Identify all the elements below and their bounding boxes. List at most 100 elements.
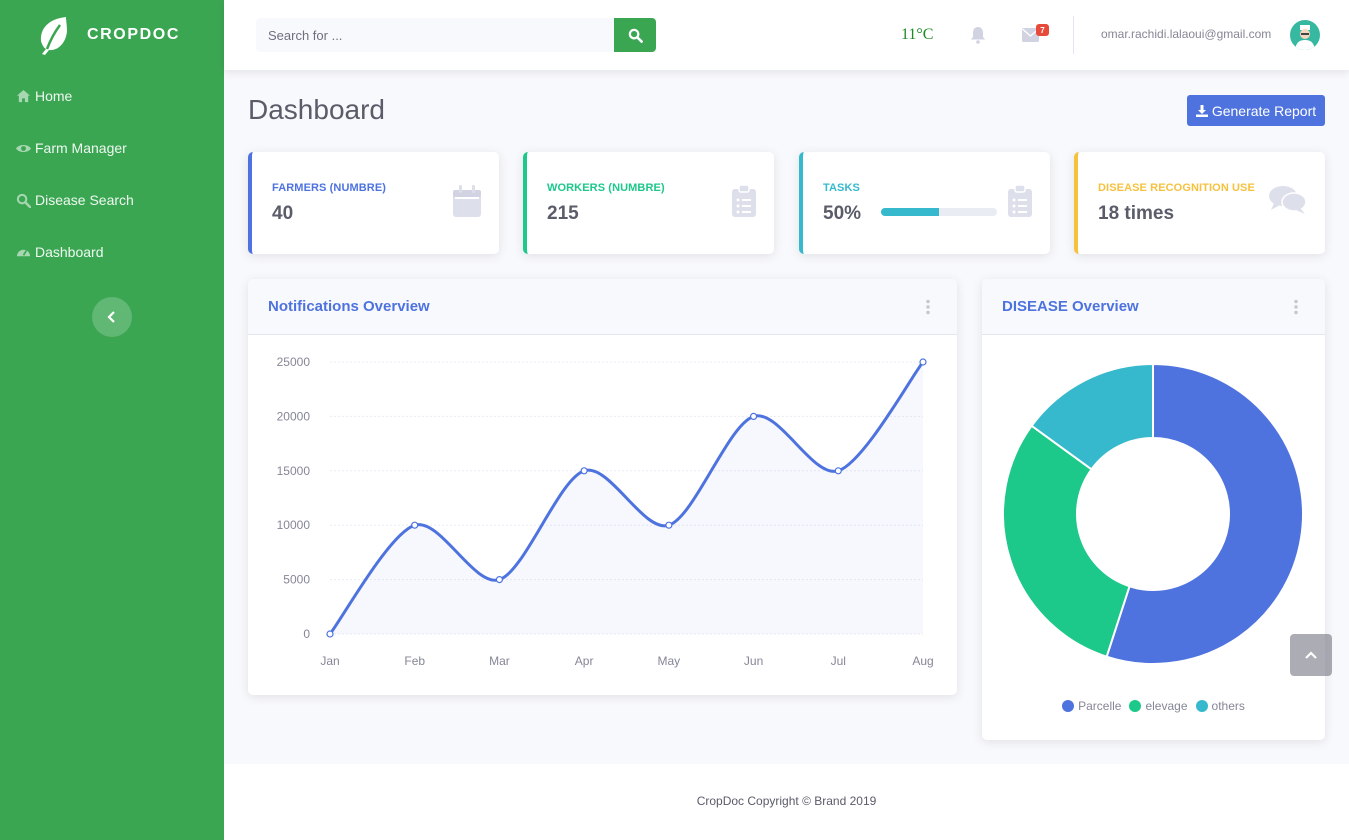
tasks-progress-fill	[881, 208, 939, 216]
data-point[interactable]	[495, 576, 504, 584]
sidebar-item-home[interactable]: Home	[0, 70, 224, 122]
sidebar-item-farm-manager[interactable]: Farm Manager	[0, 122, 224, 174]
pie-slice[interactable]	[1002, 424, 1131, 658]
search-input[interactable]	[256, 18, 614, 52]
card-value: 50%	[823, 203, 862, 224]
topbar-divider	[1073, 16, 1074, 54]
x-tick-label: Jun	[744, 654, 763, 668]
sidebar-item-label: Disease Search	[35, 192, 134, 208]
footer: CropDoc Copyright © Brand 2019	[224, 764, 1349, 840]
scroll-to-top-button[interactable]	[1290, 634, 1332, 676]
x-tick-label: Jan	[320, 654, 339, 668]
y-tick-label: 10000	[277, 518, 311, 532]
brand-name: CROPDOC	[87, 26, 180, 43]
panel-title: Notifications Overview	[268, 298, 430, 315]
clipboard-list-icon	[732, 185, 756, 217]
legend-dot	[1195, 700, 1208, 712]
brand[interactable]: CROPDOC	[0, 0, 224, 70]
y-tick-label: 0	[303, 627, 310, 641]
user-email[interactable]: omar.rachidi.lalaoui@gmail.com	[1101, 27, 1272, 41]
footer-text: CropDoc Copyright © Brand 2019	[696, 794, 877, 808]
card-value: 215	[547, 203, 579, 224]
sidebar-item-label: Dashboard	[35, 244, 104, 260]
notifications-line-chart: 0 5000 10000 15000 20000 25000 Jan Feb Mar Apr May…	[277, 355, 934, 668]
data-point[interactable]	[749, 412, 758, 421]
page-title: Dashboard	[248, 94, 385, 125]
workers-card: WORKERS (NUMBRE) 215	[523, 152, 774, 254]
calendar-icon	[453, 185, 481, 217]
home-icon	[16, 89, 31, 102]
data-point[interactable]	[326, 630, 334, 638]
data-point[interactable]	[580, 467, 588, 475]
chart-legend: Parcelle elevage others	[982, 699, 1325, 713]
card-label: WORKERS (NUMBRE)	[547, 182, 665, 194]
data-point[interactable]	[411, 521, 419, 529]
tasks-card: TASKS 50%	[799, 152, 1050, 254]
legend-item[interactable]: elevage	[1129, 699, 1188, 713]
legend-dot	[1062, 700, 1075, 712]
panel-header: DISEASE Overview	[982, 279, 1325, 335]
pie-slice[interactable]	[1105, 362, 1304, 665]
card-value: 18 times	[1098, 203, 1175, 224]
card-label: FARMERS (NUMBRE)	[272, 182, 387, 194]
pie-slice[interactable]	[1030, 362, 1154, 471]
farmers-card: FARMERS (NUMBRE) 40	[248, 152, 499, 254]
panel-header: Notifications Overview	[248, 279, 957, 335]
temperature-display: 11°C	[901, 26, 934, 43]
sidebar-item-disease-search[interactable]: Disease Search	[0, 174, 224, 226]
data-point[interactable]	[665, 521, 673, 529]
series-line	[328, 361, 925, 635]
notifications-panel: Notifications Overview 0 5000 10000 15000 20…	[248, 279, 957, 695]
eye-icon	[16, 144, 31, 152]
user-avatar-icon	[1295, 25, 1315, 50]
clipboard-list-icon	[1008, 185, 1032, 217]
legend-dot	[1129, 700, 1142, 712]
x-tick-label: Feb	[404, 654, 425, 668]
disease-panel: DISEASE Overview Parcelle elevage others	[982, 279, 1325, 740]
y-tick-label: 20000	[277, 409, 311, 423]
tasks-progress-bar	[881, 208, 997, 216]
legend-label: Parcelle	[1078, 699, 1122, 713]
search-icon	[16, 193, 31, 208]
sidebar-item-label: Farm Manager	[35, 140, 127, 156]
envelope-icon[interactable]	[1022, 28, 1039, 42]
bell-icon[interactable]	[970, 26, 986, 44]
sidebar-item-label: Home	[35, 88, 73, 104]
card-label: TASKS	[823, 182, 860, 194]
ellipsis-vertical-icon[interactable]	[925, 299, 931, 315]
x-tick-label: Apr	[575, 654, 594, 668]
topbar: 11°C 7 omar.rachidi.lalaoui@gmail.com	[224, 0, 1349, 70]
legend-item[interactable]: Parcelle	[1062, 699, 1121, 713]
sidebar-item-dashboard[interactable]: Dashboard	[0, 226, 224, 278]
x-tick-label: Jul	[831, 654, 846, 668]
chevron-up-icon	[1305, 651, 1317, 659]
x-tick-label: Aug	[912, 654, 933, 668]
avatar[interactable]	[1290, 20, 1320, 50]
legend-label: elevage	[1145, 699, 1188, 713]
x-tick-label: May	[658, 654, 681, 668]
card-value: 40	[272, 203, 294, 224]
card-label: DISEASE RECOGNITION USE	[1098, 182, 1255, 194]
search-icon	[628, 28, 643, 43]
download-icon	[1195, 104, 1208, 117]
panel-title: DISEASE Overview	[1002, 298, 1139, 315]
leaf-logo-icon	[40, 17, 67, 55]
legend-item[interactable]: others	[1195, 699, 1245, 713]
data-point[interactable]	[919, 358, 927, 366]
legend-label: others	[1211, 699, 1245, 713]
chevron-left-icon	[107, 311, 115, 323]
search-bar	[256, 18, 656, 52]
y-tick-label: 5000	[283, 573, 310, 587]
ellipsis-vertical-icon[interactable]	[1293, 299, 1299, 315]
sidebar-toggle-button[interactable]	[92, 297, 132, 337]
search-button[interactable]	[614, 18, 656, 52]
disease-recognition-card: DISEASE RECOGNITION USE 18 times	[1074, 152, 1325, 254]
mail-count-badge: 7	[1036, 24, 1049, 36]
data-point[interactable]	[834, 467, 842, 475]
disease-donut-chart	[1002, 362, 1304, 665]
dashboard-icon	[16, 249, 31, 256]
y-tick-label: 25000	[277, 355, 311, 369]
comments-icon	[1269, 186, 1307, 214]
generate-report-label: Generate Report	[1211, 102, 1317, 119]
generate-report-button[interactable]: Generate Report	[1187, 95, 1325, 126]
